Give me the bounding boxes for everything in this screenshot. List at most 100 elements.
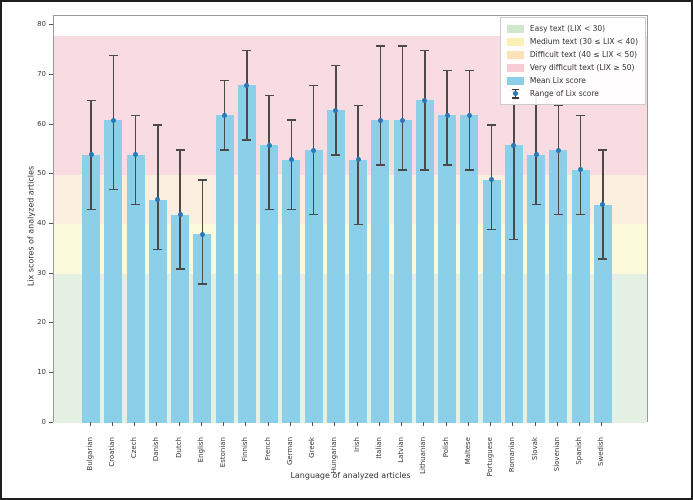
x-tick (467, 422, 469, 426)
error-bar-line (557, 105, 560, 215)
legend-label: Easy text (LIX < 30) (529, 24, 606, 33)
mean-marker (400, 117, 406, 123)
x-tick (534, 422, 536, 426)
x-tick-label-text: Italian (374, 437, 383, 459)
bar-czech (126, 154, 145, 423)
y-tick-label: 50 (37, 169, 46, 178)
x-tick-label-text: Slovenian (552, 437, 561, 472)
y-tick (49, 222, 53, 224)
y-tick-label: 60 (37, 119, 46, 128)
x-tick (556, 422, 558, 426)
x-tick-label-text: French (263, 437, 272, 461)
y-tick (49, 421, 53, 423)
error-bar-line (179, 150, 181, 270)
x-tick (111, 422, 113, 426)
error-bar-cap-bottom (598, 258, 608, 260)
x-tick (601, 422, 603, 426)
y-tick-label: 40 (37, 218, 46, 227)
mean-marker (422, 97, 428, 103)
mean-marker (333, 107, 339, 113)
x-tick (512, 422, 514, 426)
x-tick-label: French (264, 428, 287, 460)
x-tick-label: Czech (130, 428, 151, 458)
error-bar-cap-bottom (175, 268, 185, 270)
bar-italian (371, 120, 390, 423)
x-tick-label-text: Dutch (174, 437, 183, 458)
error-bar-cap-top (153, 124, 163, 126)
mean-marker (110, 117, 116, 123)
x-tick-label-text: German (285, 437, 294, 466)
mean-marker (266, 142, 272, 148)
error-bar-cap-bottom (398, 169, 408, 171)
bar-portuguese (482, 179, 501, 423)
error-bar-cap-top (420, 49, 430, 52)
error-bar-cap-top (108, 54, 118, 57)
error-bar-line (379, 45, 382, 165)
mean-marker (177, 212, 183, 218)
error-bar-cap-top (353, 104, 363, 107)
y-tick-label: 20 (37, 318, 46, 327)
error-bar-cap-bottom (531, 203, 541, 206)
error-bar-cap-top (286, 119, 296, 121)
x-tick (378, 422, 380, 426)
mean-marker (288, 157, 294, 163)
bar-slovak (527, 154, 546, 423)
x-tick (445, 422, 447, 426)
mean-marker (222, 112, 228, 118)
error-bar-cap-bottom (353, 223, 363, 226)
bar-spanish (571, 169, 590, 423)
error-bar-cap-top (242, 49, 252, 52)
x-tick (178, 422, 180, 426)
error-bar-cap-bottom (553, 213, 563, 216)
error-bar-cap-bottom (108, 188, 118, 191)
mean-marker (533, 152, 539, 158)
bar-slovenian (549, 150, 568, 423)
mean-marker (244, 82, 250, 88)
error-bar-cap-bottom (442, 164, 452, 166)
x-tick-label-text: Estonian (219, 437, 228, 468)
y-tick (49, 173, 53, 175)
legend-item: Medium text (30 ≤ LIX < 40) (506, 35, 638, 48)
bar-hungarian (326, 110, 345, 423)
error-bar-cap-top (220, 79, 230, 82)
error-bar-cap-bottom (264, 208, 274, 211)
mean-marker (578, 167, 584, 173)
x-tick (89, 422, 91, 426)
legend-label: Medium text (30 ≤ LIX < 40) (529, 37, 638, 46)
error-bar-cap-top (175, 149, 185, 151)
x-tick-label-text: Latvian (397, 437, 406, 463)
x-tick-label-text: Maltese (463, 437, 472, 465)
mean-marker (555, 147, 561, 153)
error-bar-cap-top (197, 179, 207, 181)
error-bar-line (290, 120, 293, 210)
x-tick-label-text: English (196, 437, 205, 463)
error-bar-cap-bottom (153, 248, 163, 251)
mean-marker (511, 142, 517, 148)
error-bar-line (535, 95, 537, 205)
x-tick (312, 422, 314, 426)
x-tick-label: Swedish (597, 428, 626, 466)
bar-german (282, 159, 301, 423)
error-bar-cap-bottom (197, 283, 207, 285)
bar-french (260, 145, 279, 423)
y-tick (49, 371, 53, 373)
bar-finnish (237, 85, 256, 423)
x-tick (423, 422, 425, 426)
error-bar-line (268, 95, 270, 210)
legend-label: Very difficult text (LIX ≥ 50) (529, 63, 635, 72)
legend-item: Mean Lix score (506, 74, 638, 87)
errorbar-icon-cap (511, 97, 519, 99)
x-tick-label-text: Croatian (107, 437, 116, 467)
x-tick-label: Italian (375, 428, 397, 459)
bar-irish (349, 159, 368, 423)
error-bar-line (157, 125, 159, 250)
mean-marker (311, 147, 317, 153)
error-bar-cap-top (442, 69, 452, 72)
y-tick (49, 322, 53, 324)
mean-marker (466, 112, 472, 118)
legend-label: Mean Lix score (529, 76, 586, 85)
x-tick-label: Danish (152, 428, 176, 461)
y-tick-label: 70 (37, 70, 46, 79)
x-tick-label-text: Polish (441, 437, 450, 458)
bar-maltese (460, 115, 479, 423)
